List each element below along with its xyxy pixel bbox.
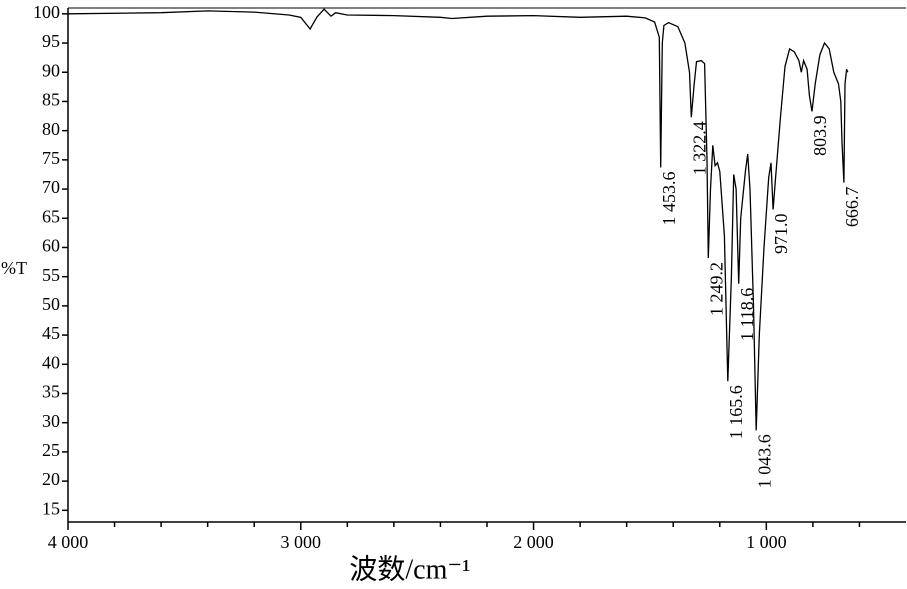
peak-label: 666.7 (842, 187, 862, 228)
y-tick-label: 40 (42, 352, 60, 372)
y-tick-label: 60 (42, 236, 60, 256)
x-axis-label: 波数/cm⁻¹ (349, 553, 470, 585)
y-tick-label: 50 (42, 294, 60, 314)
spectrum-line (67, 8, 849, 431)
peak-label: 1 165.6 (726, 385, 746, 439)
y-tick-label: 25 (42, 440, 60, 460)
x-tick-label: 4 000 (48, 532, 89, 552)
x-tick-label: 3 000 (281, 532, 322, 552)
y-tick-label: 90 (42, 60, 60, 80)
y-tick-label: 95 (42, 31, 60, 51)
peak-label: 1 118.6 (737, 288, 757, 341)
peak-label: 1 249.2 (706, 262, 726, 316)
x-tick-label: 2 000 (513, 532, 554, 552)
peak-label: 1 043.6 (754, 434, 774, 488)
y-tick-label: 45 (42, 323, 60, 343)
peak-label: 971.0 (771, 214, 791, 255)
y-tick-label: 100 (33, 2, 60, 22)
y-tick-label: 65 (42, 206, 60, 226)
y-tick-label: 85 (42, 90, 60, 110)
y-tick-label: 75 (42, 148, 60, 168)
y-tick-label: 20 (42, 469, 60, 489)
x-tick-label: 1 000 (746, 532, 787, 552)
y-tick-label: 30 (42, 411, 60, 431)
y-tick-label: 80 (42, 119, 60, 139)
y-tick-label: 55 (42, 265, 60, 285)
peak-label: 1 453.6 (659, 171, 679, 225)
y-tick-label: 70 (42, 177, 60, 197)
y-tick-label: 15 (42, 498, 60, 518)
y-axis-label: %T (1, 258, 27, 278)
peak-label: 1 322.4 (689, 121, 709, 175)
peak-label: 803.9 (810, 115, 830, 156)
y-tick-label: 35 (42, 382, 60, 402)
